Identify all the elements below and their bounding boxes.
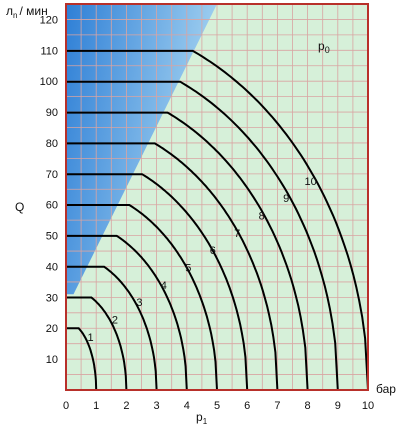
curve-9 [66, 80, 339, 390]
y-tick-label: 20 [46, 323, 58, 335]
y-tick-label: 60 [46, 200, 58, 212]
curve-label-10: 10 [304, 176, 316, 188]
y-unit-sub: n [13, 11, 17, 20]
curve-label-1: 1 [87, 332, 93, 344]
curve-10 [66, 49, 368, 390]
curve-label-2: 2 [112, 315, 118, 327]
plot-label-sub: 0 [325, 45, 330, 55]
x-tick-label: 10 [362, 400, 374, 412]
x-tick-label: 8 [305, 400, 311, 412]
x-tick-labels: 0 1 2 3 4 5 6 7 8 9 10 [63, 400, 374, 412]
curve-label-6: 6 [210, 245, 216, 257]
x-tick-label: 3 [154, 400, 160, 412]
curve-1 [66, 327, 98, 390]
x-tick-label: 9 [335, 400, 341, 412]
x-tick-label: 5 [214, 400, 220, 412]
curve-2 [66, 296, 128, 390]
y-tick-label: 50 [46, 231, 58, 243]
y-tick-label: 90 [46, 107, 58, 119]
curve-label-7: 7 [234, 228, 240, 240]
plot-label-main: p [318, 39, 325, 53]
y-tick-label: 100 [40, 76, 58, 88]
y-tick-labels: 10 20 30 40 50 60 70 80 90 100 110 120 [40, 14, 58, 366]
curve-label-8: 8 [259, 211, 265, 223]
y-tick-label: 30 [46, 292, 58, 304]
x-tick-label: 4 [184, 400, 190, 412]
curve-label-3: 3 [136, 297, 142, 309]
x-axis-label: p1 [196, 410, 208, 426]
y-tick-label: 80 [46, 138, 58, 150]
curve-labels: 1 2 3 4 5 6 7 8 9 10 [87, 176, 316, 344]
curve-3 [66, 265, 158, 390]
x-tick-label: 2 [123, 400, 129, 412]
curve-6 [66, 173, 249, 390]
y-unit-rest: / мин [19, 4, 47, 18]
y-tick-label: 70 [46, 169, 58, 181]
x-axis-label-sub: 1 [203, 417, 208, 426]
curves [66, 49, 368, 390]
x-tick-label: 6 [244, 400, 250, 412]
curve-label-4: 4 [161, 280, 167, 292]
x-axis-label-main: p [196, 410, 203, 424]
y-unit-label: лn / мин [6, 4, 48, 20]
x-tick-label: 1 [93, 400, 99, 412]
y-tick-label: 10 [46, 354, 58, 366]
curve-7 [66, 142, 279, 390]
plot-label-p0: p0 [318, 39, 330, 55]
plot-frame [65, 3, 369, 391]
curve-8 [66, 111, 309, 390]
y-axis-label: Q [15, 200, 24, 214]
curve-label-5: 5 [185, 263, 191, 275]
y-tick-label: 40 [46, 262, 58, 274]
curve-label-9: 9 [283, 193, 289, 205]
y-tick-label: 120 [40, 14, 58, 26]
x-tick-label: 7 [274, 400, 280, 412]
y-unit-main: л [6, 4, 13, 18]
curve-5 [66, 204, 218, 390]
x-unit-label: бар [376, 382, 396, 396]
grid [66, 4, 368, 390]
curve-4 [66, 234, 188, 390]
x-tick-label: 0 [63, 400, 69, 412]
y-tick-label: 110 [40, 45, 58, 57]
